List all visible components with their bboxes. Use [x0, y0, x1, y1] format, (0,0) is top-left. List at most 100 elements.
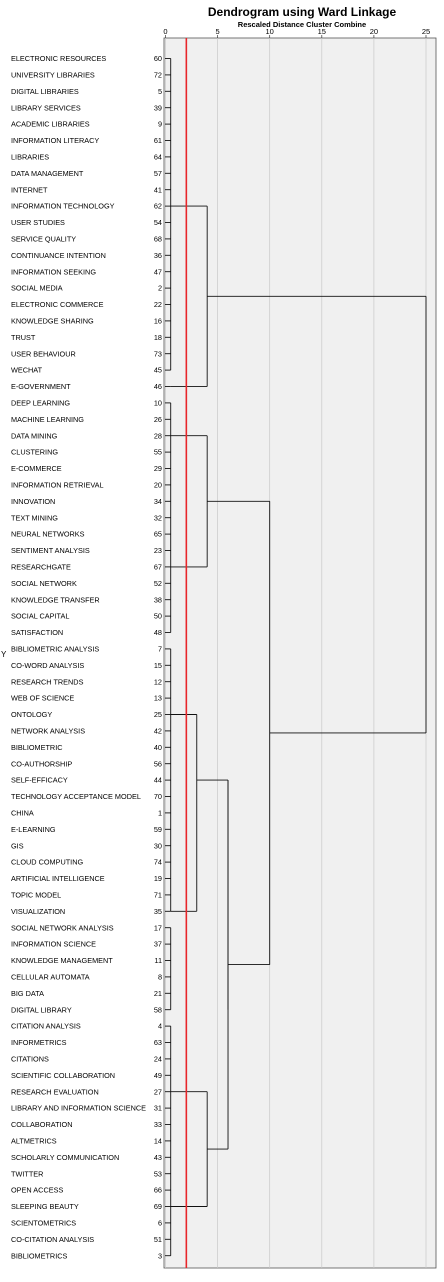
leaf-label: SOCIAL NETWORK ANALYSIS	[11, 923, 114, 932]
leaf-id: 16	[154, 317, 162, 326]
leaf-id: 4	[158, 1022, 162, 1031]
x-tick-label: 5	[216, 27, 220, 36]
leaf-id: 74	[154, 858, 162, 867]
x-tick-label: 20	[370, 27, 378, 36]
leaf-id: 23	[154, 546, 162, 555]
leaf-label: CLOUD COMPUTING	[11, 858, 83, 867]
leaf-label: TEXT MINING	[11, 513, 58, 522]
leaf-label: VISUALIZATION	[11, 907, 65, 916]
leaf-label: TWITTER	[11, 1169, 43, 1178]
leaf-label: OPEN ACCESS	[11, 1186, 63, 1195]
leaf-label: ACADEMIC LIBRARIES	[11, 120, 90, 129]
leaf-label: SERVICE QUALITY	[11, 235, 76, 244]
leaf-label: DIGITAL LIBRARY	[11, 1005, 72, 1014]
leaf-label: BIBLIOMETRIC	[11, 743, 63, 752]
leaf-id: 24	[154, 1055, 162, 1064]
y-axis-label: Y	[1, 650, 7, 659]
leaf-id: 73	[154, 349, 162, 358]
leaf-id: 48	[154, 628, 162, 637]
leaf-id: 22	[154, 300, 162, 309]
leaf-id: 18	[154, 333, 162, 342]
leaf-id: 41	[154, 185, 162, 194]
leaf-id: 43	[154, 1153, 162, 1162]
leaf-label: BIG DATA	[11, 989, 44, 998]
leaf-label: RESEARCHGATE	[11, 563, 71, 572]
leaf-id: 14	[154, 1137, 162, 1146]
leaf-label: SELF-EFFICACY	[11, 776, 68, 785]
leaf-id: 72	[154, 71, 162, 80]
leaf-id: 58	[154, 1005, 162, 1014]
leaf-id: 69	[154, 1202, 162, 1211]
leaf-id: 1	[158, 809, 162, 818]
leaf-label: INFORMATION LITERACY	[11, 136, 99, 145]
leaf-id: 15	[154, 661, 162, 670]
chart-title: Dendrogram using Ward Linkage	[207, 5, 397, 19]
leaf-id: 8	[158, 973, 162, 982]
leaf-id: 30	[154, 841, 162, 850]
leaf-id: 26	[154, 415, 162, 424]
leaf-id: 35	[154, 907, 162, 916]
leaf-id: 27	[154, 1087, 162, 1096]
leaf-label: KNOWLEDGE SHARING	[11, 317, 94, 326]
leaf-label: MACHINE LEARNING	[11, 415, 84, 424]
x-tick-label: 10	[266, 27, 274, 36]
leaf-id: 31	[154, 1104, 162, 1113]
leaf-label: SOCIAL CAPITAL	[11, 612, 69, 621]
leaf-label: TECHNOLOGY ACCEPTANCE MODEL	[11, 792, 141, 801]
leaf-id: 10	[154, 399, 162, 408]
leaf-label: INFORMATION SCIENCE	[11, 940, 96, 949]
leaf-label: SENTIMENT ANALYSIS	[11, 546, 90, 555]
leaf-label: DIGITAL LIBRARIES	[11, 87, 79, 96]
leaf-id: 70	[154, 792, 162, 801]
leaf-id: 55	[154, 448, 162, 457]
leaf-id: 38	[154, 595, 162, 604]
leaf-label: RESEARCH EVALUATION	[11, 1087, 99, 1096]
leaf-id: 2	[158, 284, 162, 293]
leaf-label: WECHAT	[11, 366, 43, 375]
leaf-label: SOCIAL MEDIA	[11, 284, 63, 293]
leaf-label: SCIENTIFIC COLLABORATION	[11, 1071, 115, 1080]
leaf-label: BIBLIOMETRICS	[11, 1251, 67, 1260]
leaf-label: INFORMATION TECHNOLOGY	[11, 202, 115, 211]
x-tick-label: 0	[163, 27, 167, 36]
leaf-id: 20	[154, 481, 162, 490]
leaf-id: 68	[154, 235, 162, 244]
leaf-label: ELECTRONIC RESOURCES	[11, 54, 106, 63]
leaf-id: 3	[158, 1251, 162, 1260]
leaf-id: 29	[154, 464, 162, 473]
leaf-id: 32	[154, 513, 162, 522]
leaf-label: CHINA	[11, 809, 34, 818]
leaf-id: 49	[154, 1071, 162, 1080]
leaf-label: SCIENTOMETRICS	[11, 1219, 76, 1228]
leaf-id: 54	[154, 218, 162, 227]
leaf-label: SATISFACTION	[11, 628, 63, 637]
leaf-label: INFORMETRICS	[11, 1038, 67, 1047]
leaf-label: KNOWLEDGE MANAGEMENT	[11, 956, 113, 965]
x-tick-label: 15	[318, 27, 326, 36]
leaf-id: 21	[154, 989, 162, 998]
leaf-label: ONTOLOGY	[11, 710, 52, 719]
leaf-id: 19	[154, 874, 162, 883]
leaf-label: RESEARCH TRENDS	[11, 677, 84, 686]
leaf-id: 53	[154, 1169, 162, 1178]
leaf-label: DATA MINING	[11, 431, 58, 440]
leaf-label: INNOVATION	[11, 497, 55, 506]
leaf-id: 6	[158, 1219, 162, 1228]
leaf-id: 13	[154, 694, 162, 703]
leaf-id: 11	[154, 956, 162, 965]
leaf-label: LIBRARY AND INFORMATION SCIENCE	[11, 1104, 146, 1113]
leaf-label: E-GOVERNMENT	[11, 382, 71, 391]
leaf-label: TRUST	[11, 333, 36, 342]
leaf-id: 47	[154, 267, 162, 276]
leaf-id: 66	[154, 1186, 162, 1195]
leaf-label: CITATIONS	[11, 1055, 49, 1064]
leaf-label: BIBLIOMETRIC ANALYSIS	[11, 645, 99, 654]
leaf-label: E-LEARNING	[11, 825, 56, 834]
leaf-label: NETWORK ANALYSIS	[11, 727, 85, 736]
leaf-id: 36	[154, 251, 162, 260]
leaf-label: COLLABORATION	[11, 1120, 73, 1129]
leaf-id: 71	[154, 891, 162, 900]
leaf-id: 34	[154, 497, 162, 506]
leaf-id: 51	[154, 1235, 162, 1244]
leaf-id: 45	[154, 366, 162, 375]
